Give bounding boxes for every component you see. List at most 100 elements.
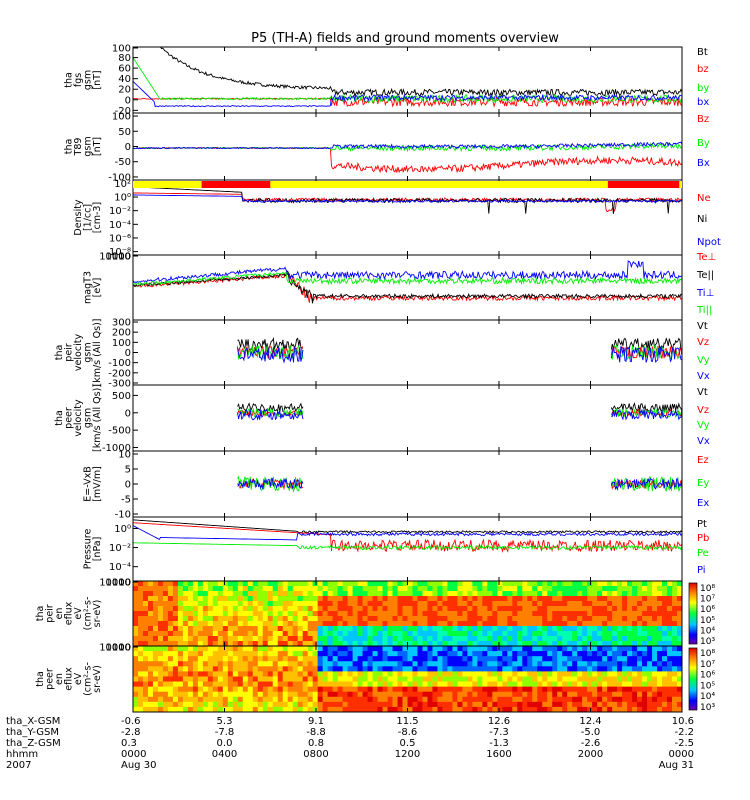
peer_spec-cell [152, 681, 159, 688]
peer_spec-cell [552, 706, 558, 712]
peer_spec-cell [282, 691, 289, 698]
peir_spec-cell [672, 626, 678, 632]
peir_spec-cell [447, 616, 454, 622]
temp-ytick-label: 10 [118, 252, 131, 263]
peer_spec-cell [677, 676, 682, 683]
temp-series-Ti|| [133, 271, 682, 287]
peer_spec-ylabel-line: eV [73, 672, 84, 685]
peir_spec-cell [642, 621, 648, 627]
peer_spec-cell [422, 646, 429, 652]
peer_spec-cell [187, 691, 194, 698]
peer_spec-cell [547, 666, 553, 672]
peir_spec-cell [452, 596, 459, 602]
peer_spec-cell [137, 661, 144, 667]
peer_spec-cell [362, 686, 369, 693]
peir_spec-cell [322, 631, 329, 637]
peer_spec-cell [672, 681, 678, 688]
peer_spec-cell [557, 706, 563, 712]
peer_spec-cell [457, 681, 463, 688]
peer_spec-cell [337, 681, 344, 688]
peir_spec-cell [277, 621, 284, 627]
peir_spec-cell [292, 596, 299, 602]
peer_spec-cell [222, 691, 229, 698]
peer_spec-cell [152, 691, 159, 698]
peir_spec-cell [547, 616, 553, 622]
peer_spec-cell [612, 681, 618, 688]
peer_spec-cell [647, 661, 653, 667]
peer_spec-cell [187, 656, 194, 662]
peer_spec-cell [362, 701, 369, 708]
peir_spec-cell [312, 631, 319, 637]
peer_spec-cell [372, 686, 379, 693]
peir_spec-cell [162, 616, 169, 622]
peir_spec-cell [592, 596, 598, 602]
peer_spec-cell [542, 706, 548, 712]
peer_spec-cell [372, 671, 379, 678]
fgs-ylabel-line: [nT] [92, 70, 103, 89]
peir_spec-cell [677, 621, 682, 627]
peer_spec-cell [133, 706, 139, 712]
peir_spec-cell [262, 596, 269, 602]
peir_spec-cell [257, 631, 264, 637]
peer_spec-cell [212, 666, 219, 672]
temp-ytick-label: 10000 [99, 252, 131, 263]
peir_spec-cell [157, 631, 164, 637]
peer_spec-cell [187, 646, 194, 652]
peir_spec-cell [362, 631, 369, 637]
peir_spec-cell [247, 586, 254, 592]
peir_spec-cell [487, 586, 493, 592]
peir_spec-cell [187, 641, 194, 646]
peir_spec-cell [627, 631, 633, 637]
peir_spec-cell [332, 586, 339, 592]
peer_spec-cell [187, 706, 194, 712]
peer_spec-cell [227, 651, 234, 657]
peer_spec-cell [462, 646, 468, 652]
peer_spec-cell [432, 681, 439, 688]
peir_spec-cell [547, 596, 553, 602]
peir_spec-cell [592, 606, 598, 612]
peer_spec-cell [292, 686, 299, 693]
peer_spec-cell [462, 676, 468, 683]
peir_spec-cell [587, 606, 593, 612]
peer_spec-cell [237, 696, 244, 703]
peir_spec-cell [172, 596, 179, 602]
peer_spec-cell [217, 696, 224, 703]
peer_spec-cell [462, 701, 468, 708]
peer_spec-cell [327, 646, 334, 652]
peer_spec-cell [247, 656, 254, 662]
peir_spec-cell [157, 611, 164, 617]
peir_spec-cell [607, 621, 613, 627]
peer_spec-cell [232, 686, 239, 693]
peir_spec-cell [452, 631, 459, 637]
peer_spec-cell [147, 696, 154, 703]
peir_spec-cell [262, 636, 269, 642]
peir_spec-cell [607, 591, 613, 597]
peir_spec-cell [507, 616, 513, 622]
peer_spec-cell [392, 656, 399, 662]
peir_spec-cell [172, 581, 179, 587]
peir_spec-cell [642, 586, 648, 592]
peer_spec-cell [477, 646, 483, 652]
peir_spec-cell [572, 616, 578, 622]
peir_spec-cell [497, 586, 503, 592]
peir_spec-cell [262, 591, 269, 597]
peir_spec-cell [262, 611, 269, 617]
peer_spec-cell [567, 666, 573, 672]
peir_spec-cell [677, 596, 682, 602]
peir_spec-cell [392, 636, 399, 642]
peer_spec-cell [387, 651, 394, 657]
peer_spec-cell [557, 656, 563, 662]
peer_spec-cell [362, 666, 369, 672]
peer_spec-cell [537, 701, 543, 708]
peer_spec-cell [622, 696, 628, 703]
peir_spec-cell [317, 611, 324, 617]
peer_spec-cell [522, 661, 528, 667]
peir_spec-cell [133, 641, 139, 646]
peer_spec-cell [547, 676, 553, 683]
peer_spec-cell [642, 701, 648, 708]
peir_spec-cell [502, 606, 508, 612]
peir_spec-cell [377, 626, 384, 632]
peir_spec-cell [322, 626, 329, 632]
peer_spec-cell [597, 666, 603, 672]
